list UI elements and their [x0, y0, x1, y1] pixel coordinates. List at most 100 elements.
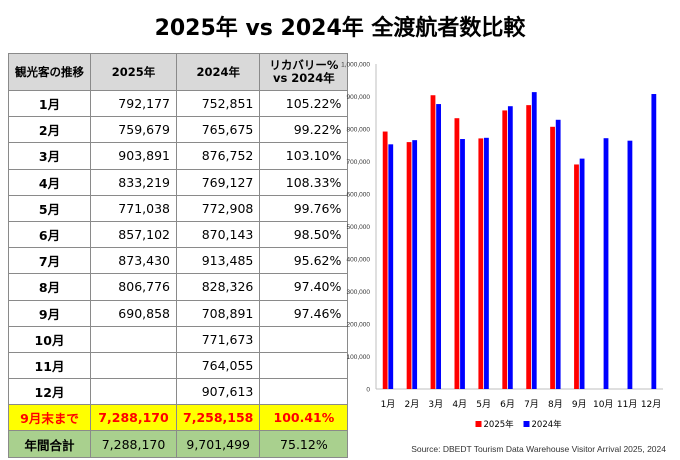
- bar-chart: 0 100,000 200,000 300,000 400,000 500,000 600,…: [341, 62, 663, 430]
- recovery-cell: 97.40%: [259, 273, 349, 301]
- bar-2025: [550, 126, 555, 390]
- x-tick-label: 11月: [617, 399, 637, 410]
- page-title: 2025年 vs 2024年 全渡航者数比較: [154, 16, 526, 41]
- month-cell: 5月: [8, 194, 91, 222]
- y-tick-label: 300,000: [347, 289, 371, 296]
- value-2024-cell: 764,055: [175, 351, 261, 380]
- month-cell: 6月: [8, 220, 91, 249]
- value-2025-cell: 690,858: [90, 299, 177, 327]
- total-row: 年間合計 7,288,170 9,701,499 75.12%: [8, 430, 349, 458]
- month-cell: 1月: [8, 89, 91, 118]
- month-cell: 2月: [8, 116, 91, 144]
- x-tick-label: 1月: [381, 399, 396, 410]
- legend-swatch: [523, 421, 530, 427]
- value-2024-cell: 7,258,158: [175, 404, 261, 432]
- recovery-cell: [259, 351, 349, 380]
- header-month: 観光客の推移: [8, 53, 91, 91]
- y-tick-label: 200,000: [347, 322, 371, 329]
- value-2025-cell: 7,288,170: [90, 430, 177, 458]
- bar-2025: [478, 138, 484, 389]
- value-2024-cell: 907,613: [175, 378, 261, 406]
- table-row: 3月 903,891 876,752 103.10%: [8, 142, 349, 170]
- value-2024-cell: 9,701,499: [175, 430, 261, 458]
- value-2024-cell: 876,752: [175, 142, 261, 170]
- table-row: 8月 806,776 828,326 97.40%: [8, 273, 349, 301]
- month-cell: 12月: [8, 378, 91, 406]
- legend-label: 2024年: [532, 419, 563, 430]
- header-2024: 2024年: [175, 53, 261, 91]
- legend-swatch: [475, 421, 482, 427]
- table-row: 5月 771,038 772,908 99.76%: [8, 194, 349, 222]
- bar-2025: [574, 164, 579, 389]
- y-tick-label: 800,000: [347, 127, 371, 134]
- value-2025-cell: 857,102: [90, 220, 177, 249]
- y-tick-label: 400,000: [347, 257, 371, 264]
- value-2024-cell: 772,908: [175, 194, 261, 222]
- month-cell: 11月: [8, 351, 91, 380]
- recovery-cell: [259, 378, 349, 406]
- table-row: 7月 873,430 913,485 95.62%: [8, 247, 349, 275]
- x-tick-label: 10月: [593, 399, 613, 410]
- bar-2025: [502, 110, 508, 390]
- ytd-row: 9月末まで 7,288,170 7,258,158 100.41%: [8, 404, 349, 432]
- value-2024-cell: 828,326: [175, 273, 261, 301]
- table-row: 11月 764,055: [8, 351, 349, 380]
- bar-2024: [651, 94, 657, 390]
- value-2025-cell: 7,288,170: [90, 404, 177, 432]
- y-tick-label: 700,000: [347, 159, 371, 166]
- recovery-cell: 100.41%: [259, 404, 349, 432]
- month-cell: 9月: [8, 299, 91, 327]
- y-tick-label: 600,000: [347, 192, 371, 199]
- header-2025: 2025年: [90, 53, 177, 91]
- table-row: 9月 690,858 708,891 97.46%: [8, 299, 349, 327]
- table-row: 6月 857,102 870,143 98.50%: [8, 220, 349, 249]
- y-tick-label: 1,000,000: [341, 62, 370, 69]
- table-row: 4月 833,219 769,127 108.33%: [8, 168, 349, 196]
- value-2024-cell: 870,143: [175, 220, 261, 249]
- bar-2024: [555, 119, 561, 389]
- value-2024-cell: 913,485: [175, 247, 261, 275]
- x-tick-label: 9月: [572, 399, 587, 410]
- bar-2025: [454, 118, 460, 389]
- value-2025-cell: 806,776: [90, 273, 177, 301]
- month-cell: 10月: [8, 325, 91, 353]
- x-tick-label: 3月: [428, 399, 443, 410]
- value-2025-cell: [90, 351, 177, 380]
- y-tick-label: 900,000: [347, 94, 371, 101]
- recovery-cell: 75.12%: [259, 430, 349, 458]
- bar-2024: [627, 140, 633, 389]
- x-tick-label: 12月: [641, 399, 661, 410]
- header-recovery: リカバリー% vs 2024年: [259, 53, 349, 91]
- y-tick-label: 500,000: [347, 224, 371, 231]
- value-2025-cell: 792,177: [90, 89, 177, 118]
- bar-2024: [388, 144, 394, 389]
- y-tick-label: 100,000: [347, 354, 371, 361]
- value-2025-cell: 771,038: [90, 194, 177, 222]
- month-cell: 8月: [8, 273, 91, 301]
- x-tick-label: 2月: [405, 399, 420, 410]
- bar-2024: [579, 158, 585, 389]
- recovery-cell: 103.10%: [259, 142, 349, 170]
- bar-2024: [507, 106, 513, 389]
- value-2025-cell: [90, 325, 177, 353]
- month-cell: 4月: [8, 168, 91, 196]
- table-row: 1月 792,177 752,851 105.22%: [8, 89, 349, 118]
- x-tick-label: 6月: [500, 399, 515, 410]
- bar-2024: [603, 138, 609, 389]
- x-tick-label: 8月: [548, 399, 563, 410]
- x-tick-label: 7月: [524, 399, 539, 410]
- x-tick-label: 5月: [476, 399, 491, 410]
- value-2024-cell: 708,891: [175, 299, 261, 327]
- month-cell: 7月: [8, 247, 91, 275]
- bar-2025: [406, 142, 412, 389]
- bar-2025: [430, 95, 436, 390]
- bar-2024: [484, 137, 489, 389]
- recovery-cell: 98.50%: [259, 220, 349, 249]
- legend-label: 2025年: [484, 419, 515, 430]
- value-2025-cell: 873,430: [90, 247, 177, 275]
- source-note: Source: DBEDT Tourism Data Warehouse Vis…: [411, 444, 666, 454]
- month-cell: 3月: [8, 142, 91, 170]
- bar-2024: [460, 139, 465, 389]
- value-2024-cell: 769,127: [175, 168, 261, 196]
- bar-2024: [436, 104, 441, 389]
